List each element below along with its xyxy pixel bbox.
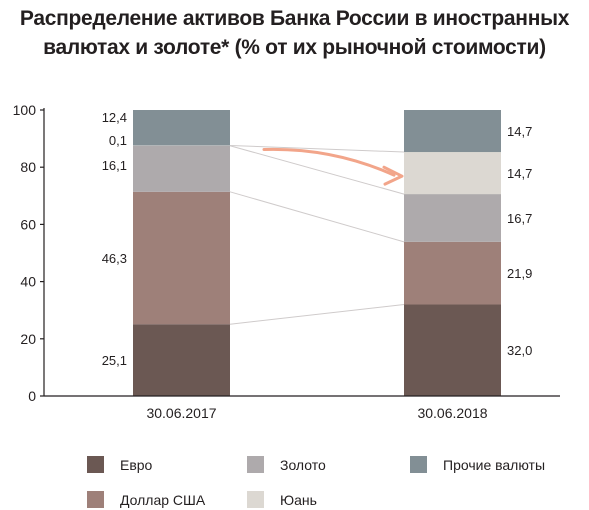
legend-item-other: Прочие валюты — [410, 456, 545, 473]
data-label-usd-2: 21,9 — [507, 266, 532, 281]
y-tick-label: 80 — [20, 159, 36, 175]
y-tick-label: 100 — [13, 102, 37, 118]
y-tick-label: 60 — [20, 216, 36, 232]
legend-item-usd: Доллар США — [87, 491, 205, 508]
bar-gold-1 — [133, 145, 230, 192]
data-label-yuan-2: 14,7 — [507, 166, 532, 181]
connector-yuan-top — [229, 144, 405, 153]
bar-segments — [133, 110, 501, 396]
chart-title-line-1: Распределение активов Банка России в ино… — [19, 7, 570, 30]
legend-item-euro: Евро — [87, 456, 152, 473]
y-axis: 0 20 40 60 80 100 — [13, 102, 560, 404]
arrow-head — [382, 165, 404, 186]
data-label-usd-1: 46,3 — [102, 251, 127, 266]
x-tick-label: 30.06.2017 — [146, 405, 216, 421]
legend-item-gold: Золото — [247, 456, 326, 473]
data-label-euro-2: 32,0 — [507, 343, 532, 358]
legend-label-euro: Евро — [120, 456, 153, 473]
data-label-other-2: 14,7 — [507, 124, 532, 139]
legend-swatch-usd — [87, 491, 104, 508]
bar-gold-2 — [404, 194, 501, 242]
connector-lines — [229, 144, 405, 325]
x-tick-label: 30.06.2018 — [417, 405, 487, 421]
y-tick-label: 40 — [20, 274, 36, 290]
data-labels: 25,1 32,0 46,3 21,9 16,1 16,7 0,1 14,7 12,4 14,7 — [102, 110, 533, 368]
bar-euro-2 — [404, 304, 501, 396]
connector-euro-top — [229, 303, 405, 325]
legend-item-yuan: Юань — [247, 491, 317, 508]
legend-label-gold: Золото — [280, 456, 326, 473]
legend-swatch-euro — [87, 456, 104, 473]
data-label-gold-2: 16,7 — [507, 211, 532, 226]
x-axis-labels: 30.06.2017 30.06.2018 — [146, 405, 487, 421]
bar-yuan-2 — [404, 152, 501, 195]
bar-euro-1 — [133, 324, 230, 396]
legend-swatch-gold — [247, 456, 264, 473]
y-tick-label: 0 — [28, 388, 36, 404]
legend-swatch-other — [410, 456, 427, 473]
legend-label-yuan: Юань — [280, 491, 317, 508]
connector-usd-top — [229, 191, 405, 243]
data-label-yuan-1: 0,1 — [109, 133, 127, 148]
y-tick-label: 20 — [20, 331, 36, 347]
legend-label-usd: Доллар США — [120, 491, 206, 508]
legend-label-other: Прочие валюты — [443, 456, 546, 473]
bar-usd-1 — [133, 191, 230, 325]
bar-other-2 — [404, 110, 501, 153]
bar-usd-2 — [404, 241, 501, 305]
chart-title-line-2: валютах и золоте* (% от их рыночной стои… — [43, 36, 546, 59]
arrow-shaft — [262, 147, 396, 177]
chart-title: Распределение активов Банка России в ино… — [0, 4, 589, 62]
data-label-gold-1: 16,1 — [102, 158, 127, 173]
legend-swatch-yuan — [247, 491, 264, 508]
connector-gold-top — [229, 145, 405, 195]
data-label-euro-1: 25,1 — [102, 353, 127, 368]
data-label-other-1: 12,4 — [102, 110, 127, 125]
yuan-growth-arrow — [262, 147, 404, 186]
bar-other-1 — [133, 110, 230, 146]
